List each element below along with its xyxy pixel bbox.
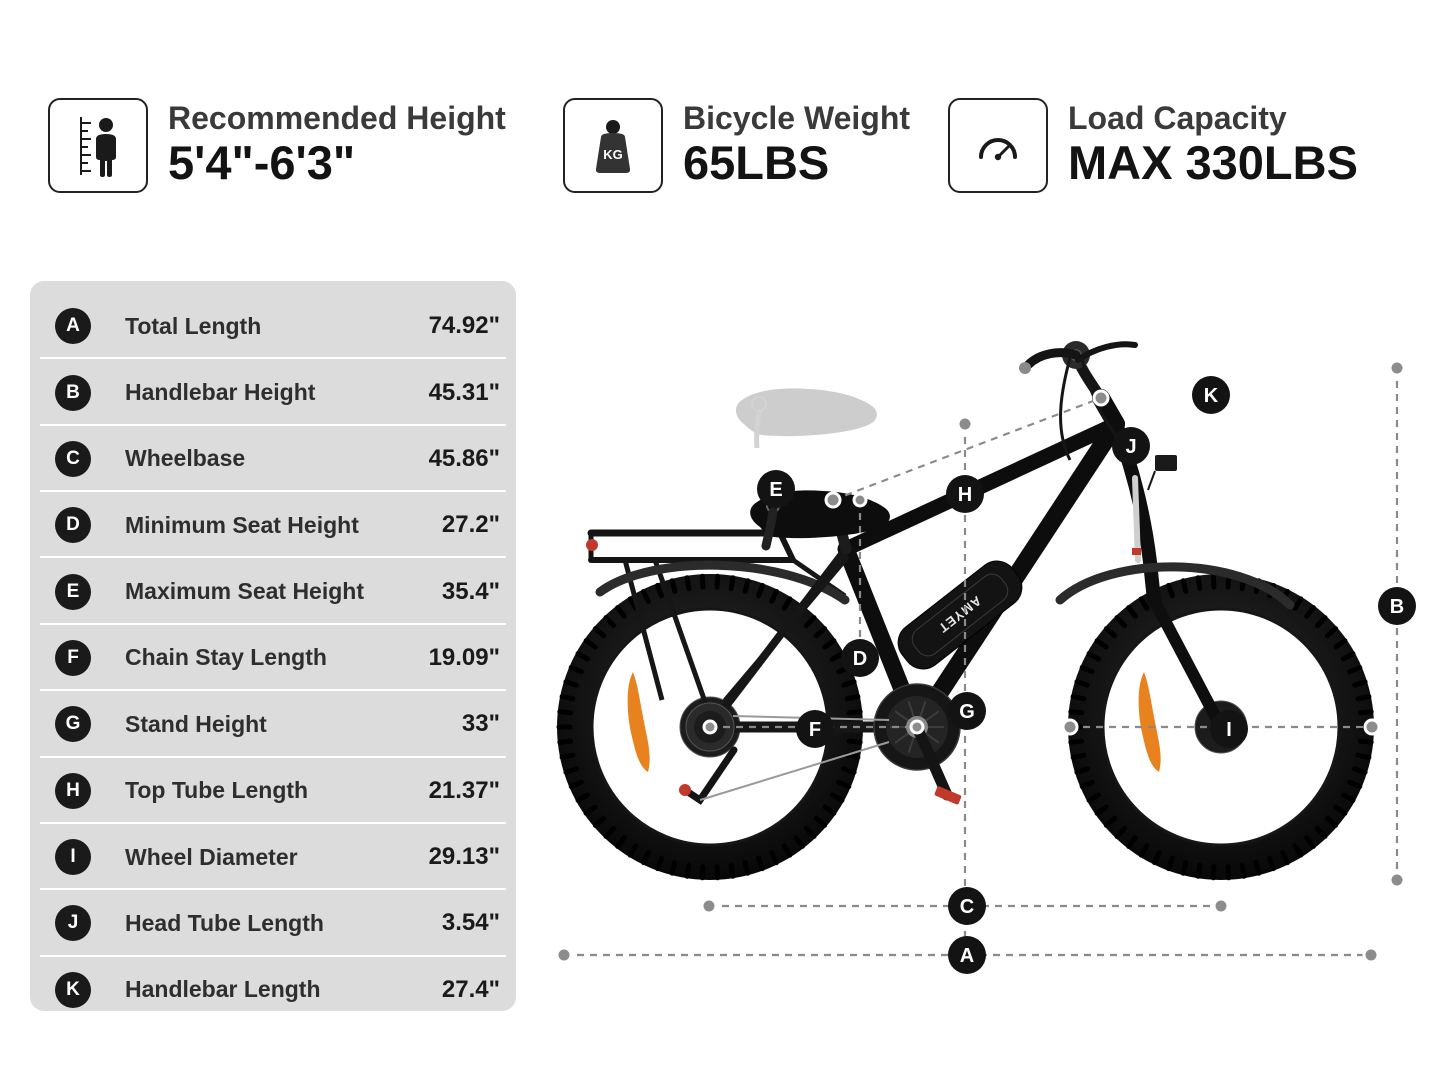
svg-text:H: H (958, 484, 972, 506)
svg-text:I: I (1226, 719, 1232, 741)
svg-text:D: D (853, 648, 867, 670)
svg-text:F: F (809, 719, 821, 741)
svg-text:A: A (960, 945, 974, 967)
svg-text:J: J (1125, 436, 1136, 458)
svg-text:G: G (959, 701, 975, 723)
svg-text:B: B (1390, 596, 1404, 618)
svg-text:K: K (1204, 385, 1219, 407)
svg-text:E: E (769, 479, 782, 501)
svg-text:C: C (960, 896, 974, 918)
